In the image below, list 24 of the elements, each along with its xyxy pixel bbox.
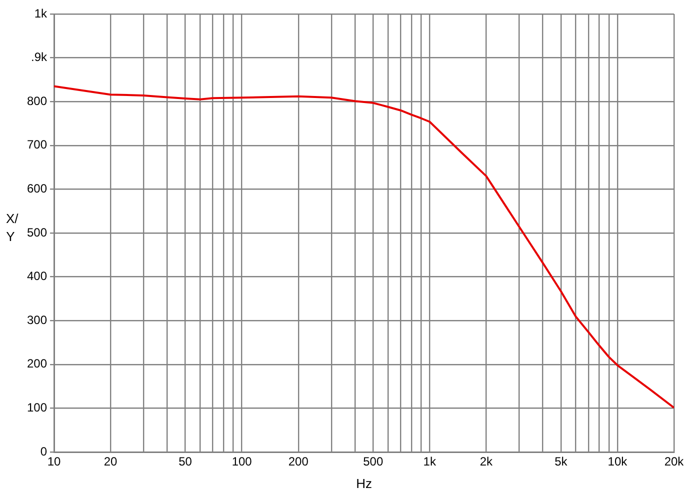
x-tick-label: 200 [288,454,309,469]
y-tick-label: 400 [26,269,48,284]
x-tick-label: 10 [47,454,62,469]
y-tick-label: 100 [26,400,48,415]
x-axis-title: Hz [356,476,372,491]
y-tick-label: 700 [26,138,48,152]
x-tick-label: 2k [480,454,494,469]
y-tick-label: 1k [34,6,48,20]
y-tick-label: 200 [26,356,48,371]
x-tick-label: 20 [104,454,118,469]
x-tick-label: 5k [554,454,568,469]
y-axis-title: X/Y [6,210,18,246]
x-tick-label: 20k [664,454,685,469]
y-tick-label: 0 [40,444,48,458]
x-tick-label: 500 [363,454,384,469]
x-tick-label: 1k [423,454,437,469]
x-tick-label: 100 [232,454,252,469]
y-tick-label: 300 [26,312,48,327]
x-tick-label: 10k [608,454,628,469]
y-tick-label: 500 [26,225,48,240]
y-tick-label: 600 [26,182,48,196]
y-tick-label: .9k [31,50,48,64]
x-tick-label: 50 [178,454,192,469]
y-tick-label: 800 [26,94,48,108]
